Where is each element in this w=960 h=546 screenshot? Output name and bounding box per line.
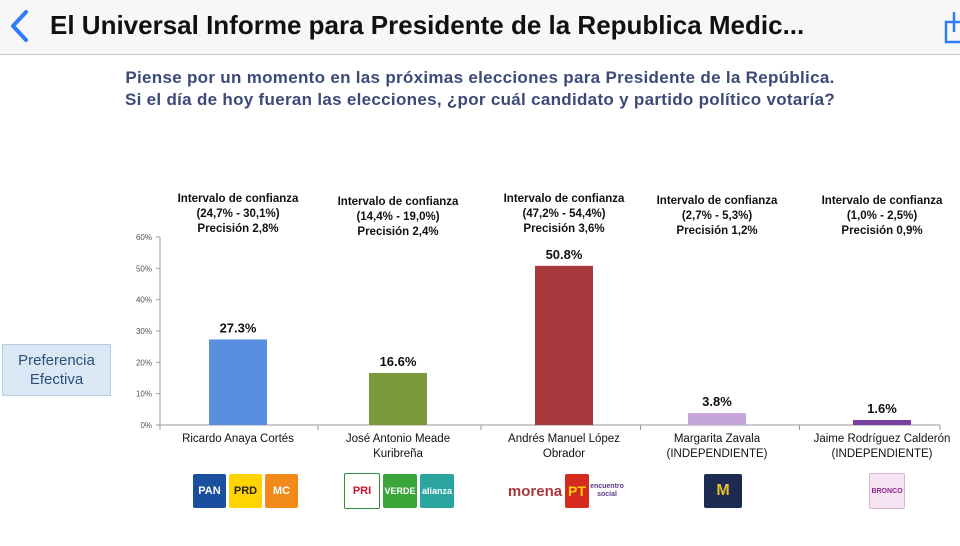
question-line-1: Piense por un momento en las próximas el… <box>125 68 835 87</box>
bar-value-label: 3.8% <box>702 394 732 409</box>
mc-logo: MC <box>265 474 298 508</box>
logo-group-rodriguez: BRONCO <box>869 473 905 509</box>
confidence-interval-line: Precisión 3,6% <box>523 223 605 235</box>
alianza-logo: alianza <box>420 474 454 508</box>
candidate-name-line: José Antonio Meade <box>345 433 451 445</box>
candidate-name-line: Andrés Manuel López <box>508 433 620 445</box>
confidence-interval-line: (47,2% - 54,4%) <box>522 208 606 220</box>
confidence-interval-4: Intervalo de confianza (2,7% - 5,3%) Preci… <box>632 194 802 239</box>
confidence-interval-line: Intervalo de confianza <box>503 193 625 205</box>
preferencia-efectiva-label: Preferencia Efectiva <box>2 344 111 396</box>
confidence-interval-line: Precisión 2,8% <box>197 223 279 235</box>
pan-logo: PAN <box>193 474 226 508</box>
bar-2 <box>369 372 427 425</box>
candidate-name-5: Jaime Rodríguez Calderón (INDEPENDIENTE) <box>797 432 960 462</box>
side-label-line-2: Efectiva <box>29 371 84 388</box>
y-tick-label: 20% <box>136 358 152 367</box>
bar-1 <box>209 339 267 425</box>
y-tick-label: 50% <box>136 264 152 273</box>
logo-group-anaya: PAN PRD MC <box>193 474 298 508</box>
y-tick-label: 0% <box>140 421 152 430</box>
confidence-interval-line: (2,7% - 5,3%) <box>681 210 753 222</box>
bar-value-label: 16.6% <box>380 354 417 369</box>
candidate-name-line: Obrador <box>542 448 586 460</box>
confidence-interval-line: (24,7% - 30,1%) <box>196 208 280 220</box>
navigation-bar: El Universal Informe para Presidente de … <box>0 0 960 55</box>
pt-logo: PT <box>565 474 589 508</box>
logo-group-meade: PRI VERDE alianza <box>344 473 454 509</box>
share-icon[interactable] <box>940 10 960 46</box>
bar-4 <box>688 413 746 425</box>
logo-group-amlo: morena PT encuentro social <box>507 474 624 508</box>
bar-5 <box>853 419 911 425</box>
confidence-interval-line: Precisión 1,2% <box>676 225 758 237</box>
y-tick-label: 60% <box>136 233 152 242</box>
candidate-name-line: (INDEPENDIENTE) <box>666 448 768 460</box>
confidence-interval-line: Intervalo de confianza <box>337 196 459 208</box>
bronco-logo: BRONCO <box>869 473 905 509</box>
confidence-interval-1: Intervalo de confianza (24,7% - 30,1%) Pre… <box>153 192 323 237</box>
candidate-name-2: José Antonio Meade Kuribreña <box>313 432 483 462</box>
confidence-interval-line: Precisión 2,4% <box>357 226 439 238</box>
confidence-interval-line: (14,4% - 19,0%) <box>356 211 440 223</box>
candidate-name-line: Ricardo Anaya Cortés <box>182 433 294 445</box>
bar-value-label: 50.8% <box>546 247 583 262</box>
candidate-name-1: Ricardo Anaya Cortés <box>153 432 323 447</box>
candidate-name-line: (INDEPENDIENTE) <box>831 448 933 460</box>
question-line-2: Si el día de hoy fueran las elecciones, … <box>124 90 836 109</box>
verde-logo: VERDE <box>383 474 417 508</box>
y-tick-label: 10% <box>136 390 152 399</box>
y-tick-label: 30% <box>136 327 152 336</box>
confidence-interval-5: Intervalo de confianza (1,0% - 2,5%) Preci… <box>797 194 960 239</box>
logo-group-zavala: M <box>704 474 742 508</box>
chart-title: Piense por un momento en las próximas el… <box>60 67 900 111</box>
candidate-name-line: Kuribreña <box>373 448 423 460</box>
prd-logo: PRD <box>229 474 262 508</box>
pri-logo: PRI <box>344 473 380 509</box>
confidence-interval-line: Intervalo de confianza <box>656 195 778 207</box>
candidate-name-line: Margarita Zavala <box>673 433 761 445</box>
bar-value-label: 27.3% <box>220 320 257 335</box>
side-label-line-1: Preferencia <box>18 352 95 369</box>
y-tick-label: 40% <box>136 296 152 305</box>
confidence-interval-line: Precisión 0,9% <box>841 225 923 237</box>
back-chevron-icon[interactable] <box>4 6 38 46</box>
candidate-name-line: Jaime Rodríguez Calderón <box>813 433 951 445</box>
confidence-interval-3: Intervalo de confianza (47,2% - 54,4%) Pre… <box>479 192 649 237</box>
candidate-name-4: Margarita Zavala (INDEPENDIENTE) <box>632 432 802 462</box>
bar-value-label: 1.6% <box>867 401 897 416</box>
candidate-name-3: Andrés Manuel López Obrador <box>479 432 649 462</box>
confidence-interval-line: Intervalo de confianza <box>821 195 943 207</box>
encuentro-social-logo: encuentro social <box>590 483 624 498</box>
zavala-logo: M <box>704 474 742 508</box>
confidence-interval-line: (1,0% - 2,5%) <box>846 210 918 222</box>
bar-3 <box>535 265 593 425</box>
page-title: El Universal Informe para Presidente de … <box>50 10 805 40</box>
confidence-interval-line: Intervalo de confianza <box>177 193 299 205</box>
morena-logo: morena <box>507 482 563 500</box>
confidence-interval-2: Intervalo de confianza (14,4% - 19,0%) Pre… <box>313 195 483 240</box>
